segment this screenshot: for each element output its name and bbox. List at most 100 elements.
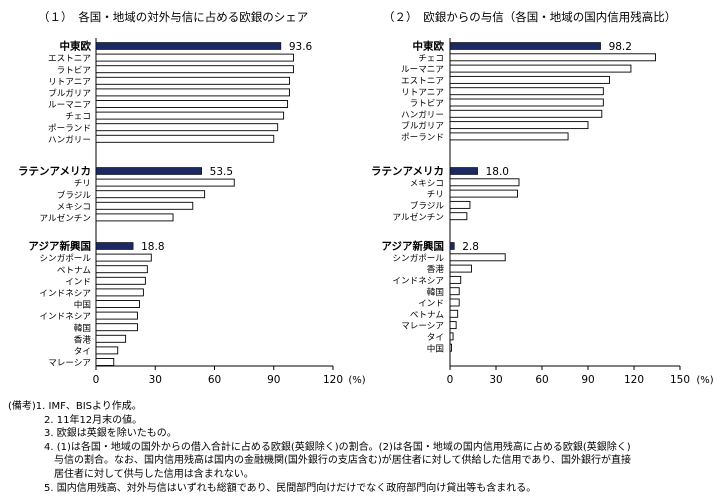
note-line: 3. 欧銀は英銀を除いたもの。 bbox=[44, 428, 177, 440]
bar bbox=[95, 300, 140, 308]
bar bbox=[95, 76, 291, 85]
bar bbox=[449, 121, 589, 130]
bar bbox=[95, 311, 138, 320]
category-label: ポーランド bbox=[401, 132, 444, 143]
category-label: ベトナム bbox=[410, 309, 445, 320]
category-label: インド bbox=[65, 277, 91, 287]
bar bbox=[95, 276, 146, 285]
category-label: チリ bbox=[427, 189, 444, 200]
category-label: マレーシア bbox=[401, 322, 444, 332]
unit-label: (%) bbox=[696, 375, 713, 386]
highlight-bar bbox=[449, 42, 601, 50]
category-label: ラトビア bbox=[410, 98, 444, 109]
category-label: メキシコ bbox=[57, 202, 91, 212]
highlight-bar bbox=[95, 42, 282, 50]
category-label: ブルガリア bbox=[401, 120, 444, 132]
data-label: 53.5 bbox=[210, 166, 233, 178]
x-tick-label: 120 bbox=[323, 374, 343, 386]
bar bbox=[449, 53, 656, 62]
bar bbox=[449, 98, 604, 107]
bar bbox=[449, 189, 518, 198]
bar bbox=[95, 111, 285, 120]
bar bbox=[95, 190, 206, 199]
bar bbox=[95, 123, 279, 132]
bar bbox=[449, 321, 457, 330]
category-label: ルーマニア bbox=[401, 65, 444, 75]
data-label: 18.8 bbox=[141, 241, 164, 253]
category-label: アジア新興国 bbox=[28, 240, 91, 253]
note-line: 2. 11年12月末の値。 bbox=[44, 414, 143, 426]
category-label: ルーマニア bbox=[48, 101, 91, 111]
category-label: チリ bbox=[74, 178, 91, 189]
bar bbox=[95, 323, 138, 332]
bar bbox=[449, 264, 472, 273]
note-line: (備考)1. IMF、BISより作成。 bbox=[8, 401, 142, 412]
data-label: 2.8 bbox=[462, 241, 479, 253]
category-label: エストニア bbox=[48, 54, 91, 64]
bar bbox=[449, 309, 459, 318]
category-label: メキシコ bbox=[410, 179, 444, 189]
category-label: 韓国 bbox=[427, 287, 444, 298]
category-label: ベトナム bbox=[57, 265, 92, 276]
bar bbox=[449, 200, 471, 209]
bar bbox=[449, 343, 452, 352]
bar bbox=[95, 53, 294, 62]
category-label: インドネシア bbox=[39, 288, 91, 299]
category-label: ポーランド bbox=[48, 123, 91, 134]
category-label: シンガポール bbox=[39, 253, 91, 264]
highlight-bar bbox=[449, 167, 478, 175]
category-label: ハンガリー bbox=[401, 109, 444, 120]
category-label: ブルガリア bbox=[48, 87, 91, 99]
bar bbox=[449, 64, 632, 73]
bar bbox=[95, 334, 127, 343]
bar bbox=[449, 75, 610, 84]
bar bbox=[449, 253, 506, 262]
bar bbox=[95, 65, 294, 74]
x-tick-label: 60 bbox=[535, 374, 548, 386]
bar bbox=[95, 265, 148, 274]
bar bbox=[449, 275, 462, 284]
bar bbox=[95, 100, 289, 108]
category-label: タイ bbox=[427, 332, 444, 343]
highlight-bar bbox=[95, 242, 134, 250]
category-label: マレーシア bbox=[48, 359, 91, 369]
x-tick-label: 150 bbox=[670, 374, 690, 386]
bar bbox=[449, 287, 460, 296]
bar bbox=[95, 358, 115, 366]
category-label: 中東欧 bbox=[60, 40, 92, 53]
category-label: アルゼンチン bbox=[393, 211, 444, 223]
category-label: インドネシア bbox=[392, 276, 444, 287]
bar bbox=[449, 87, 604, 96]
category-label: 中東欧 bbox=[413, 40, 445, 53]
bar bbox=[95, 178, 235, 187]
category-label: タイ bbox=[74, 346, 91, 357]
bar bbox=[449, 298, 460, 307]
x-tick-label: 90 bbox=[267, 374, 280, 386]
category-label: リトアニア bbox=[48, 77, 91, 87]
notes: (備考)1. IMF、BISより作成。 2. 11年12月末の値。 3. 欧銀は… bbox=[8, 400, 631, 495]
bar bbox=[449, 178, 520, 187]
category-label: シンガポール bbox=[392, 253, 444, 264]
x-tick-label: 30 bbox=[149, 374, 162, 386]
x-tick-label: 60 bbox=[208, 374, 221, 386]
category-label: ブラジル bbox=[57, 189, 92, 201]
bar bbox=[449, 132, 569, 141]
x-tick-label: 0 bbox=[447, 374, 454, 386]
category-label: ラテンアメリカ bbox=[371, 166, 444, 178]
chart-title-left: （１） 各国・地域の対外与信に占める欧銀のシェア bbox=[38, 10, 309, 24]
note-line: 居住者に対して供与した信用は含まれない。 bbox=[54, 468, 254, 480]
category-label: 韓国 bbox=[74, 323, 91, 334]
chart-title-right: （２） 欧銀からの与信（各国・地域の国内信用残高比） bbox=[383, 10, 677, 24]
x-tick-label: 120 bbox=[624, 374, 644, 386]
bar bbox=[449, 109, 603, 118]
category-label: チェコ bbox=[65, 111, 91, 122]
data-label: 18.0 bbox=[486, 166, 509, 178]
note-line: 5. 国内信用残高、対外与信はいずれも総額であり、民間部門向けだけでなく政府部門… bbox=[44, 482, 537, 494]
category-label: ラテンアメリカ bbox=[18, 166, 91, 178]
category-label: ブラジル bbox=[410, 200, 445, 212]
x-tick-label: 0 bbox=[93, 374, 100, 386]
bar bbox=[95, 253, 152, 262]
x-tick-label: 90 bbox=[581, 374, 594, 386]
category-label: エストニア bbox=[401, 77, 444, 87]
note-line: 4. (1)は各国・地域の国外からの借入合計に占める欧銀(英銀除く)の割合。(2… bbox=[44, 441, 631, 453]
